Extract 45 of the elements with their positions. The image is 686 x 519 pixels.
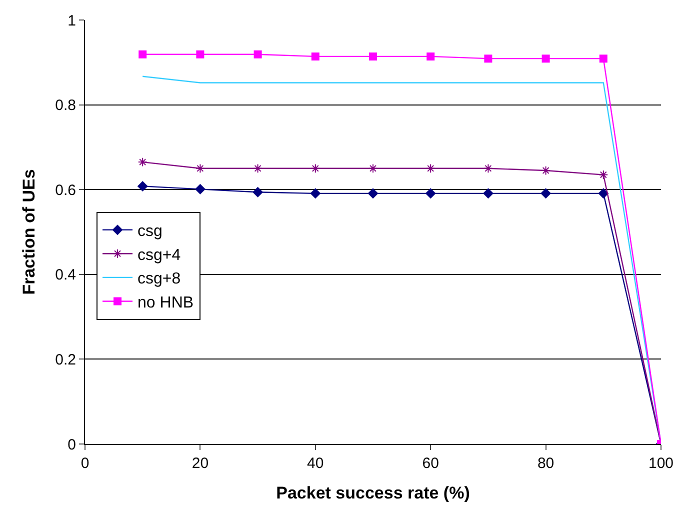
legend-label: csg+4 <box>138 246 181 264</box>
point <box>138 181 148 192</box>
point <box>369 52 377 60</box>
point <box>253 164 262 174</box>
point <box>368 188 378 198</box>
point <box>368 164 378 174</box>
y-tick-label: 0.6 <box>55 182 76 199</box>
x-tick-label: 40 <box>307 455 324 472</box>
x-tick-label: 20 <box>192 455 209 472</box>
point <box>542 54 550 63</box>
point <box>138 157 148 167</box>
y-tick-label: 0.4 <box>55 266 76 284</box>
point <box>196 164 205 174</box>
y-axis-title: Fraction of UEs <box>20 169 39 295</box>
x-tick-label: 80 <box>537 455 554 472</box>
x-tick-label: 0 <box>80 455 90 472</box>
y-tick-label: 0.2 <box>55 351 76 368</box>
point <box>483 188 494 198</box>
point <box>426 188 436 198</box>
point <box>484 54 492 63</box>
point <box>195 184 206 194</box>
point <box>598 170 608 180</box>
point <box>540 188 551 198</box>
point <box>599 54 608 63</box>
legend-label: no HNB <box>138 294 194 312</box>
x-tick-label: 100 <box>648 455 674 472</box>
point <box>310 164 320 174</box>
point <box>484 164 493 174</box>
point <box>138 50 147 58</box>
legend-label: csg <box>138 223 162 240</box>
point <box>254 50 262 58</box>
point <box>252 187 263 198</box>
point <box>598 188 608 198</box>
point <box>196 50 204 58</box>
y-tick-label: 1 <box>68 12 76 30</box>
point <box>426 164 436 174</box>
x-tick-label: 60 <box>422 455 439 472</box>
point <box>426 52 435 60</box>
y-tick-label: 0.8 <box>55 97 76 114</box>
x-axis-title: Packet success rate (%) <box>276 483 470 502</box>
legend-label: csg+8 <box>138 270 181 288</box>
point <box>541 166 550 176</box>
y-tick-label: 0 <box>68 436 76 454</box>
point <box>310 188 320 198</box>
point <box>311 52 320 60</box>
